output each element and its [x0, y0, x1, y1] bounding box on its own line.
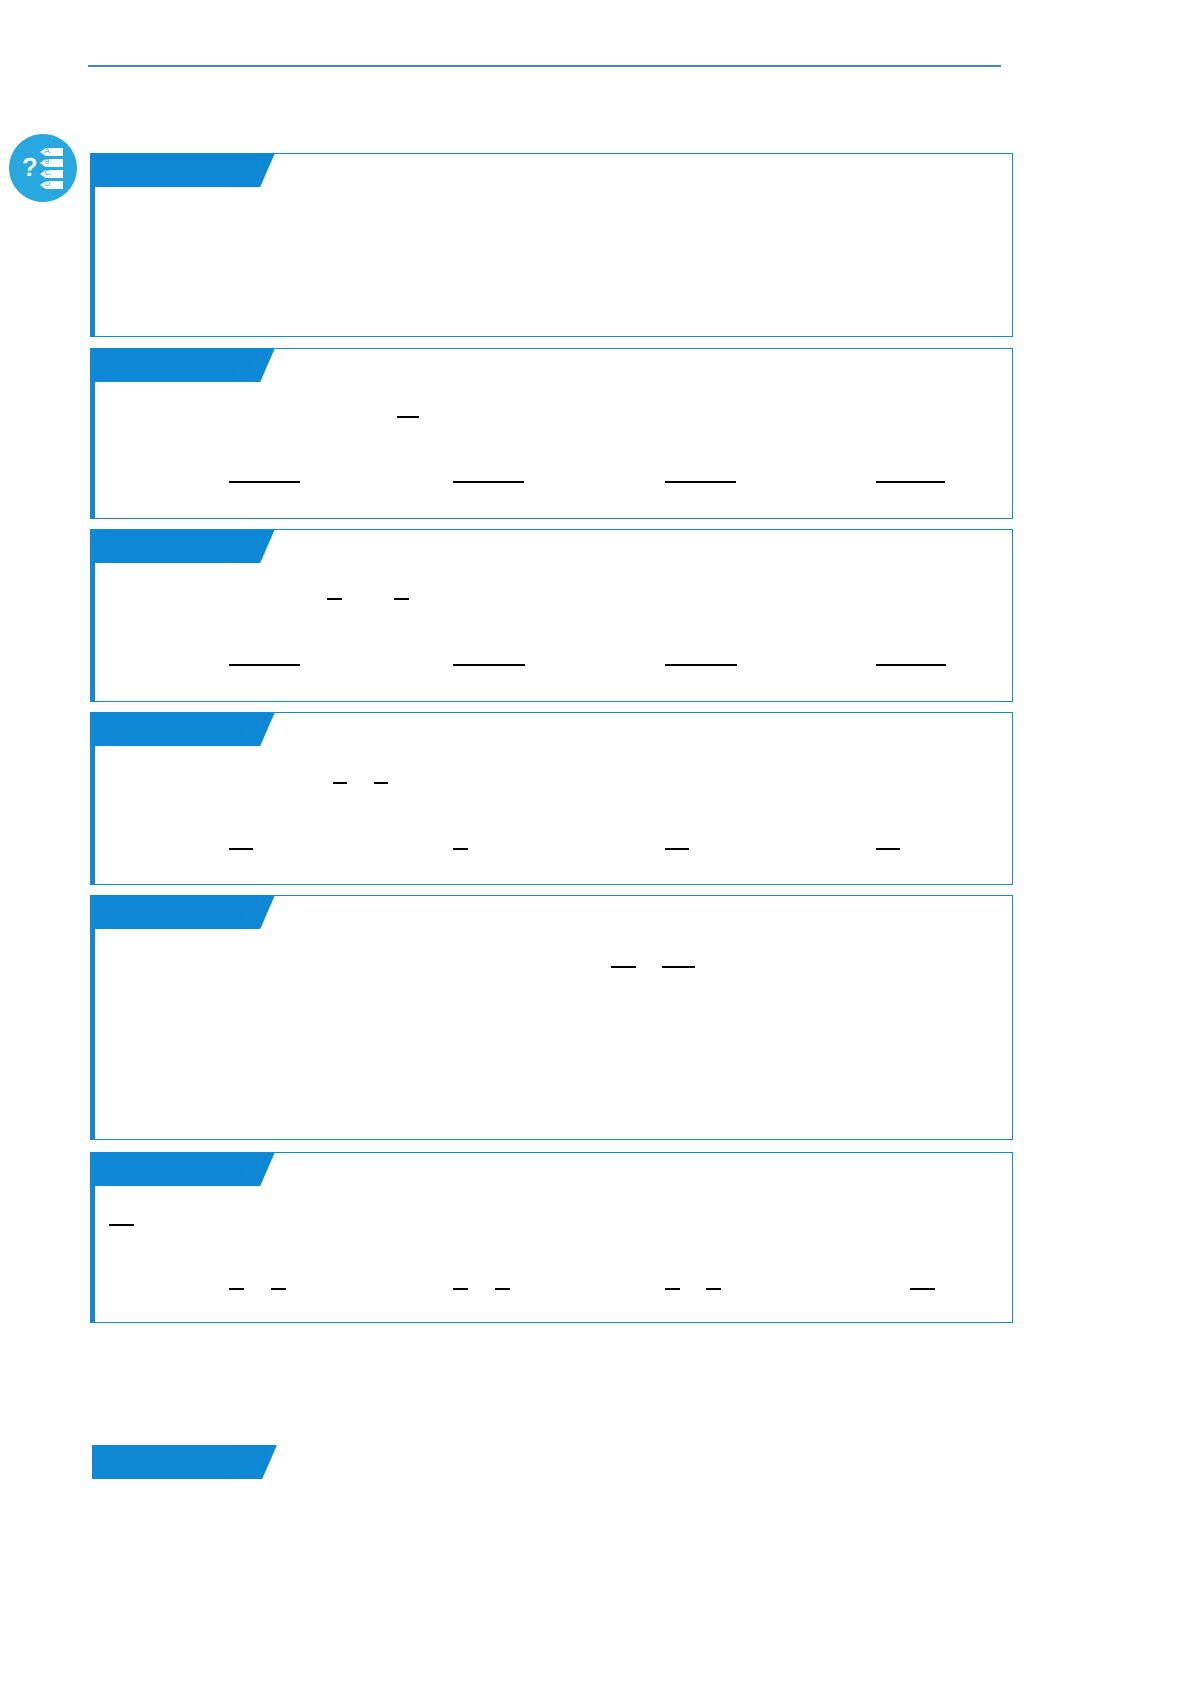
multiple-choice-question-icon: ? A. B. C. D.	[9, 134, 77, 202]
question-section-5	[90, 895, 1013, 1140]
option-tag: B.	[40, 159, 63, 167]
fraction-bar	[394, 598, 409, 600]
fraction-bar	[229, 1288, 244, 1290]
fraction-bar	[229, 481, 300, 483]
fraction-bar	[876, 664, 946, 666]
fraction-bar	[397, 416, 419, 418]
fraction-bar	[665, 481, 736, 483]
option-tag: D.	[40, 181, 63, 189]
option-tag: A.	[40, 148, 63, 156]
fraction-bar	[333, 782, 347, 784]
fraction-bar	[109, 1224, 134, 1226]
fraction-bar	[327, 598, 342, 600]
fraction-bar	[374, 782, 388, 784]
fraction-bar	[665, 1288, 680, 1290]
header-rule	[88, 65, 1001, 67]
question-section-6	[90, 1152, 1013, 1323]
question-section-2	[90, 348, 1013, 519]
fraction-bar	[876, 481, 945, 483]
fraction-bar	[453, 664, 525, 666]
stripe-decoration	[215, 895, 271, 929]
fraction-bar	[662, 966, 695, 968]
question-section-4	[90, 712, 1013, 885]
option-tag: C.	[40, 170, 63, 178]
fraction-bar	[229, 848, 253, 850]
fraction-bar	[453, 481, 524, 483]
stripe-decoration	[215, 348, 271, 382]
fraction-bar	[495, 1288, 510, 1290]
section-header-tab	[92, 1445, 277, 1479]
fraction-bar	[665, 848, 689, 850]
stripe-decoration	[215, 712, 271, 746]
fraction-bar	[665, 664, 737, 666]
fraction-bar	[453, 848, 468, 850]
stripe-decoration	[215, 153, 271, 187]
fraction-bar	[910, 1288, 935, 1290]
fraction-bar	[453, 1288, 468, 1290]
stripe-decoration	[215, 1152, 271, 1186]
fraction-bar	[271, 1288, 286, 1290]
fraction-bar	[706, 1288, 721, 1290]
fraction-bar	[611, 966, 636, 968]
question-section-3	[90, 529, 1013, 702]
stripe-decoration	[215, 529, 271, 563]
question-section-1	[90, 153, 1013, 337]
fraction-bar	[876, 848, 900, 850]
fraction-bar	[229, 664, 300, 666]
